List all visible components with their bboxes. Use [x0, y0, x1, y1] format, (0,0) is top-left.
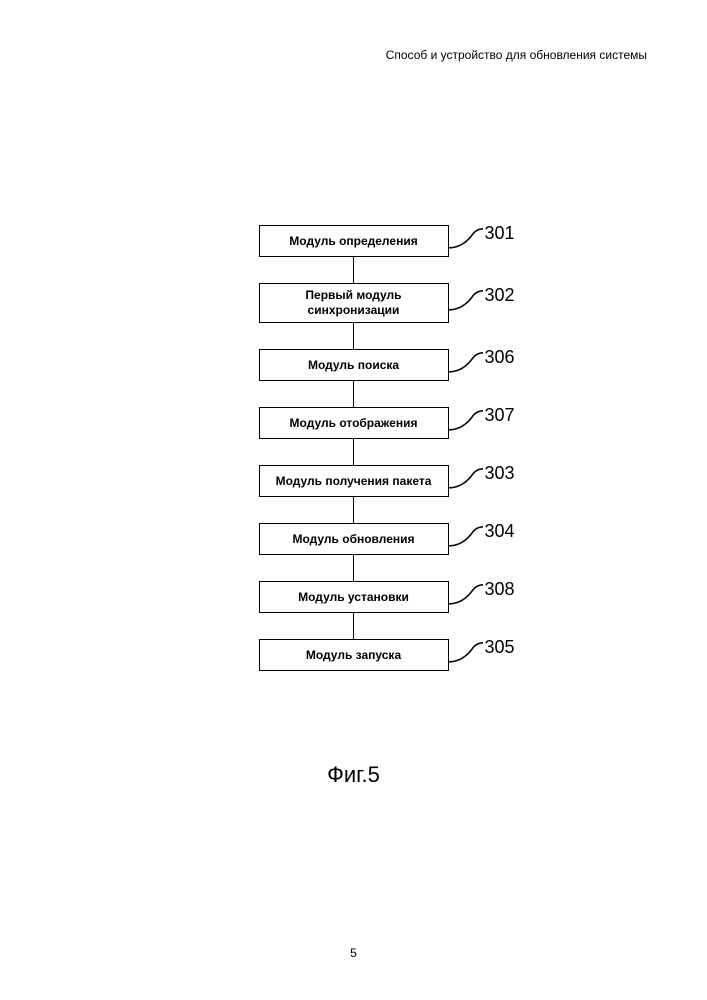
- flow-node-box: Модуль установки: [259, 581, 449, 613]
- reference-leader-line: [449, 642, 483, 664]
- reference-number: 301: [485, 222, 515, 243]
- reference-callout: 304: [449, 526, 515, 548]
- flow-connector: [353, 555, 355, 581]
- flow-node-box: Модуль обновления: [259, 523, 449, 555]
- page: Способ и устройство для обновления систе…: [0, 0, 707, 1000]
- reference-leader-line: [449, 228, 483, 250]
- document-title: Способ и устройство для обновления систе…: [386, 48, 647, 62]
- flow-connector: [353, 257, 355, 283]
- reference-number: 307: [485, 404, 515, 425]
- reference-leader-line: [449, 352, 483, 374]
- flow-node: Модуль определения301: [259, 225, 449, 257]
- reference-number: 308: [485, 578, 515, 599]
- reference-callout: 301: [449, 228, 515, 250]
- flow-node: Модуль отображения307: [259, 407, 449, 439]
- flow-node-box: Модуль получения пакета: [259, 465, 449, 497]
- reference-callout: 307: [449, 410, 515, 432]
- reference-leader-line: [449, 410, 483, 432]
- reference-number: 303: [485, 462, 515, 483]
- reference-callout: 306: [449, 352, 515, 374]
- flow-node: Первый модульсинхронизации302: [259, 283, 449, 323]
- flow-connector: [353, 613, 355, 639]
- flow-node-box: Модуль отображения: [259, 407, 449, 439]
- flow-connector: [353, 323, 355, 349]
- flow-connector: [353, 497, 355, 523]
- flow-node: Модуль запуска305: [259, 639, 449, 671]
- flow-node-box: Первый модульсинхронизации: [259, 283, 449, 323]
- flow-node: Модуль поиска306: [259, 349, 449, 381]
- page-number: 5: [0, 946, 707, 960]
- flow-node: Модуль установки308: [259, 581, 449, 613]
- flow-node-box: Модуль определения: [259, 225, 449, 257]
- reference-number: 305: [485, 636, 515, 657]
- reference-callout: 303: [449, 468, 515, 490]
- reference-number: 306: [485, 346, 515, 367]
- reference-callout: 305: [449, 642, 515, 664]
- flow-node-box: Модуль поиска: [259, 349, 449, 381]
- figure-caption: Фиг.5: [0, 762, 707, 788]
- flow-node: Модуль обновления304: [259, 523, 449, 555]
- flow-connector: [353, 439, 355, 465]
- reference-leader-line: [449, 290, 483, 312]
- reference-number: 302: [485, 284, 515, 305]
- reference-leader-line: [449, 526, 483, 548]
- flow-node: Модуль получения пакета303: [259, 465, 449, 497]
- reference-callout: 302: [449, 290, 515, 312]
- flowchart: Модуль определения301Первый модульсинхро…: [0, 225, 707, 671]
- reference-number: 304: [485, 520, 515, 541]
- flow-connector: [353, 381, 355, 407]
- flow-node-box: Модуль запуска: [259, 639, 449, 671]
- reference-leader-line: [449, 468, 483, 490]
- reference-callout: 308: [449, 584, 515, 606]
- reference-leader-line: [449, 584, 483, 606]
